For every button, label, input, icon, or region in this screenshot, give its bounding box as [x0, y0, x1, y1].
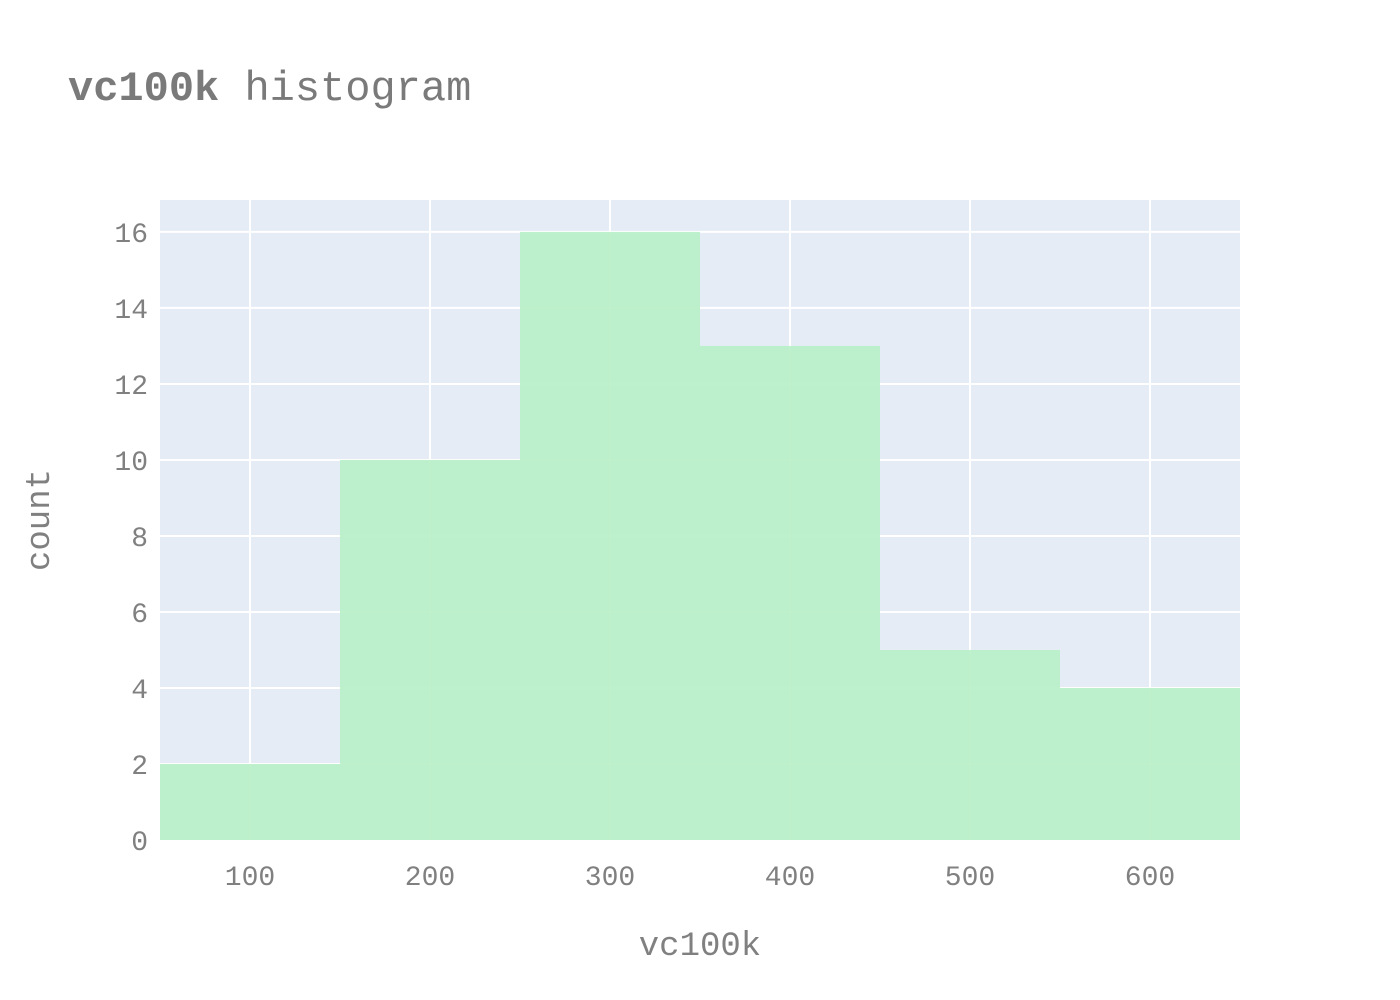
- x-tick-label: 100: [225, 863, 275, 894]
- histogram-bar: [520, 232, 700, 840]
- chart-title-bold: vc100k: [68, 65, 219, 113]
- y-tick-label: 8: [131, 524, 148, 555]
- x-tick-label: 200: [405, 863, 455, 894]
- histogram-bar: [1060, 688, 1240, 840]
- histogram-bar: [160, 764, 340, 840]
- y-tick-label: 4: [131, 676, 148, 707]
- y-tick-label: 6: [131, 600, 148, 631]
- y-tick-label: 0: [131, 828, 148, 859]
- y-axis-label: count: [22, 469, 60, 571]
- x-tick-label: 300: [585, 863, 635, 894]
- x-axis-ticks: 100 200 300 400 500 600: [225, 863, 1175, 894]
- y-tick-label: 16: [114, 220, 148, 251]
- x-tick-label: 500: [945, 863, 995, 894]
- y-tick-label: 2: [131, 752, 148, 783]
- y-tick-label: 10: [114, 448, 148, 479]
- x-tick-label: 600: [1125, 863, 1175, 894]
- y-tick-label: 12: [114, 372, 148, 403]
- x-tick-label: 400: [765, 863, 815, 894]
- histogram-bar: [880, 650, 1060, 840]
- chart-title-rest: histogram: [219, 65, 471, 113]
- y-axis-ticks: 0 2 4 6 8 10 12 14 16: [114, 220, 148, 859]
- x-axis-label: vc100k: [639, 928, 761, 966]
- histogram-bar: [700, 346, 880, 840]
- histogram-bar: [340, 460, 520, 840]
- chart-title: vc100k histogram: [68, 65, 471, 113]
- y-tick-label: 14: [114, 296, 148, 327]
